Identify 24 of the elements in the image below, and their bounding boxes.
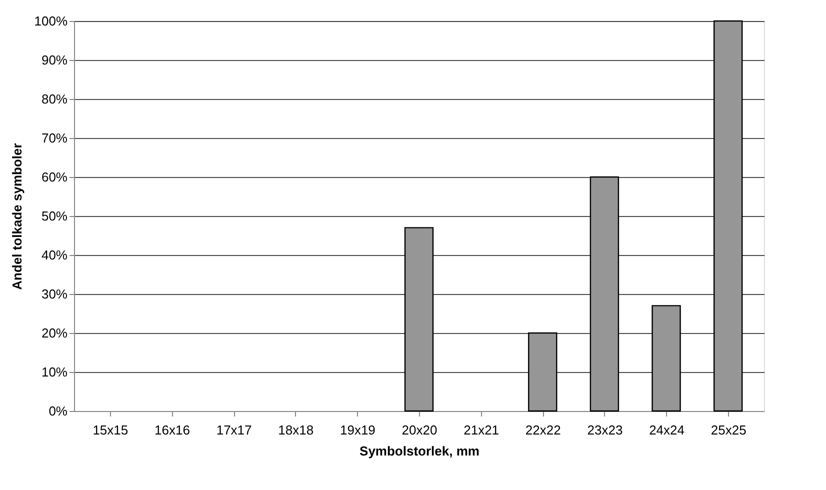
x-tick-label: 25x25 xyxy=(710,422,746,438)
x-tick-label: 20x20 xyxy=(402,422,438,438)
x-tick-label: 21x21 xyxy=(464,422,500,438)
y-tick-label: 90% xyxy=(41,52,68,68)
x-tick-label: 15x15 xyxy=(92,422,128,438)
y-tick-label: 60% xyxy=(41,170,68,184)
x-tick-label: 24x24 xyxy=(649,422,684,438)
x-tick-label: 23x23 xyxy=(587,422,623,438)
y-tick-label: 80% xyxy=(41,92,68,106)
x-tick-label: 22x22 xyxy=(525,422,561,438)
y-tick-label: 100% xyxy=(34,14,68,28)
y-tick-label: 0% xyxy=(48,404,68,418)
x-tick-label: 17x17 xyxy=(216,422,252,438)
y-tick-label: 40% xyxy=(41,248,68,262)
x-tick-label: 19x19 xyxy=(340,422,376,438)
y-tick-label: 20% xyxy=(41,326,68,340)
y-tick-label: 70% xyxy=(41,130,68,146)
y-tick-label: 30% xyxy=(41,286,68,302)
y-tick-label: 50% xyxy=(41,208,68,224)
y-tick-label: 10% xyxy=(41,364,68,380)
y-axis-title: Andel tolkade symboler xyxy=(9,143,24,290)
x-tick-label: 18x18 xyxy=(278,422,314,438)
x-tick-label: 16x16 xyxy=(154,422,190,438)
x-axis-title: Symbolstorlek, mm xyxy=(360,444,480,458)
